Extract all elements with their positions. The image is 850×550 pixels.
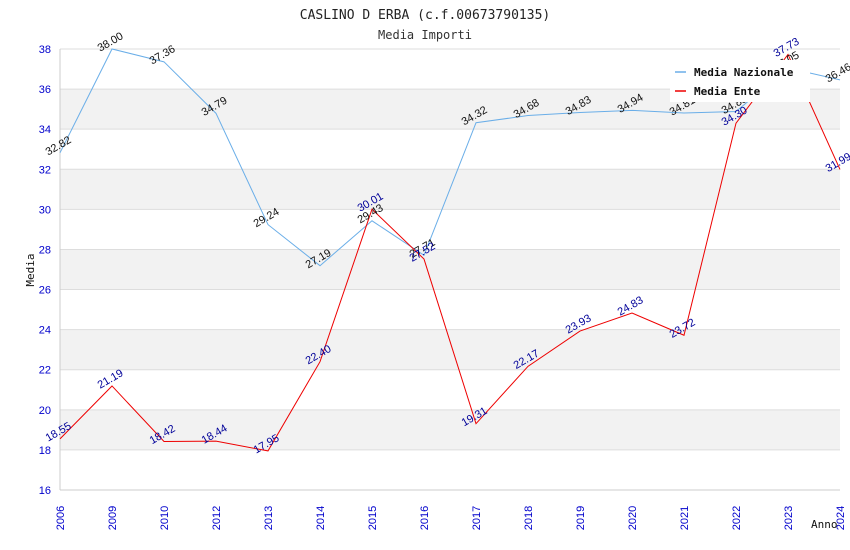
- y-tick-label: 28: [39, 244, 51, 256]
- x-tick-label: 2022: [731, 506, 743, 530]
- x-tick-label: 2024: [835, 506, 847, 530]
- x-tick-label: 2016: [419, 506, 431, 530]
- x-tick-label: 2015: [367, 506, 379, 530]
- y-tick-label: 24: [39, 325, 51, 337]
- y-tick-label: 36: [39, 84, 51, 96]
- grid-lines: [60, 48, 840, 491]
- x-tick-label: 2006: [55, 506, 67, 530]
- x-tick-label: 2013: [263, 506, 275, 530]
- media-nazionale-data-label: 36.46: [824, 61, 850, 85]
- media-ente-data-label: 24.83: [616, 294, 646, 318]
- series-lines: [59, 48, 841, 452]
- x-axis-label: Anno: [811, 518, 838, 531]
- y-tick-label: 38: [39, 44, 51, 56]
- media-ente-line: [59, 53, 841, 452]
- media-nazionale-line: [59, 48, 841, 267]
- chart-subtitle: Media Importi: [378, 28, 472, 42]
- x-tick-label: 2017: [471, 506, 483, 530]
- y-tick-label: 34: [39, 124, 51, 136]
- y-tick-label: 26: [39, 285, 51, 297]
- media-nazionale-data-label: 32.82: [44, 134, 74, 158]
- y-tick-label: 30: [39, 204, 51, 216]
- x-tick-label: 2019: [575, 506, 587, 530]
- x-tick-label: 2023: [783, 506, 795, 530]
- y-tick-label: 22: [39, 365, 51, 377]
- x-tick-label: 2010: [159, 506, 171, 530]
- x-tick-label: 2014: [315, 506, 327, 530]
- axes: [59, 49, 840, 491]
- legend: Media Nazionale Media Ente: [670, 60, 810, 102]
- x-tick-label: 2021: [679, 506, 691, 530]
- x-tick-label: 2009: [107, 506, 119, 530]
- media-nazionale-data-label: 37.36: [148, 43, 178, 67]
- grid-band: [60, 329, 840, 370]
- y-tick-label: 18: [39, 445, 51, 457]
- y-tick-labels: 16 18 20 22 24 26 28 30 32 34 36 38: [39, 44, 51, 497]
- y-axis-label: Media: [24, 253, 37, 286]
- x-tick-label: 2020: [627, 506, 639, 530]
- y-tick-label: 32: [39, 164, 51, 176]
- legend-label: Media Nazionale: [694, 66, 794, 79]
- y-tick-label: 16: [39, 485, 51, 497]
- grid-band: [60, 249, 840, 290]
- x-tick-label: 2018: [523, 506, 535, 530]
- x-tick-label: 2012: [211, 506, 223, 530]
- chart-title: CASLINO D ERBA (c.f.00673790135): [300, 8, 550, 23]
- x-tick-labels: 2006 2009 2010 2012 2013 2014 2015 2016 2017 2018…: [55, 506, 847, 530]
- legend-box: [670, 60, 810, 102]
- legend-label: Media Ente: [694, 85, 761, 98]
- y-tick-label: 20: [39, 405, 51, 417]
- grid-bands: [60, 89, 840, 450]
- grid-band: [60, 409, 840, 450]
